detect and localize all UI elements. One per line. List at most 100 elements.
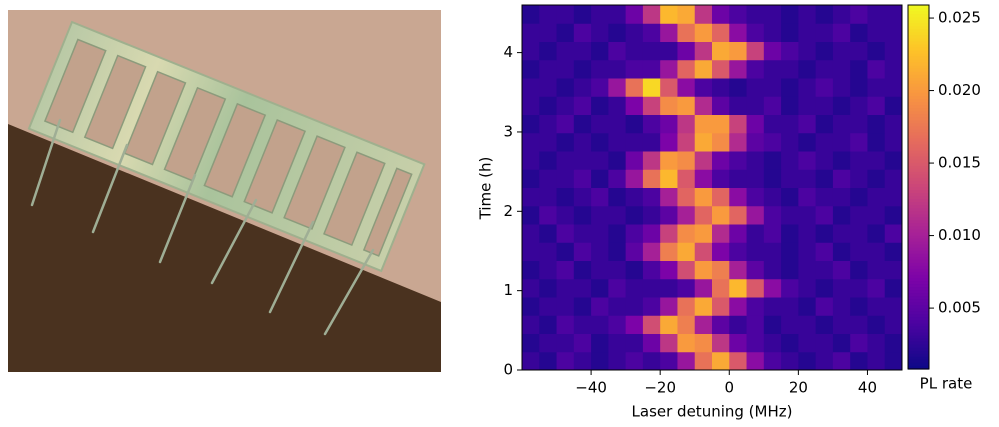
heatmap-cell (522, 169, 540, 188)
heatmap-cell (833, 242, 851, 261)
heatmap-cell (557, 115, 575, 134)
heatmap-cell (677, 297, 695, 316)
figure: Laser detuning (MHz) Time (h) PL rate −4… (0, 0, 999, 427)
heatmap-cell (798, 115, 816, 134)
heatmap-cell (695, 169, 713, 188)
heatmap-cell (608, 169, 626, 188)
heatmap-cell (867, 334, 885, 353)
heatmap-cell (591, 96, 609, 115)
heatmap-cell (626, 151, 644, 170)
heatmap-cell (522, 334, 540, 353)
heatmap-cell (833, 334, 851, 353)
heatmap-cell (712, 133, 730, 152)
heatmap-cell (729, 115, 747, 134)
heatmap-cell (712, 279, 730, 298)
heatmap-cell (867, 188, 885, 207)
heatmap-cell (660, 78, 678, 97)
colorbar-tick-label: 0.015 (938, 154, 981, 172)
heatmap-cell (816, 60, 834, 79)
heatmap-cell (747, 60, 765, 79)
heatmap-cell (626, 5, 644, 24)
heatmap-cell (816, 188, 834, 207)
heatmap-cell (867, 115, 885, 134)
heatmap-cell (850, 224, 868, 243)
heatmap-cell (557, 23, 575, 42)
heatmap-cell (591, 279, 609, 298)
heatmap-cell (798, 5, 816, 24)
heatmap-cell (764, 169, 782, 188)
heatmap-cell (608, 224, 626, 243)
heatmap-cell (608, 60, 626, 79)
heatmap-cell (867, 279, 885, 298)
heatmap-cell (695, 60, 713, 79)
heatmap-cell (643, 279, 661, 298)
heatmap-cell (712, 115, 730, 134)
heatmap-cell (729, 151, 747, 170)
heatmap-cell (798, 352, 816, 371)
heatmap-cell (816, 96, 834, 115)
heatmap-cell (695, 5, 713, 24)
heatmap-cell (677, 42, 695, 61)
heatmap-cell (626, 169, 644, 188)
heatmap-cell (591, 42, 609, 61)
heatmap-cell (591, 23, 609, 42)
y-tick-label: 3 (503, 122, 513, 140)
heatmap-cell (729, 133, 747, 152)
heatmap-cell (557, 261, 575, 280)
heatmap-cell (764, 206, 782, 225)
heatmap-cell (781, 23, 799, 42)
heatmap-cell (557, 352, 575, 371)
heatmap-cell (850, 23, 868, 42)
heatmap-cell (643, 261, 661, 280)
heatmap-cell (850, 188, 868, 207)
heatmap-cell (574, 315, 592, 334)
heatmap-cell (643, 297, 661, 316)
heatmap-cell (747, 334, 765, 353)
heatmap-cell (885, 96, 903, 115)
heatmap-cell (539, 169, 557, 188)
heatmap-cell (798, 188, 816, 207)
heatmap-cell (626, 261, 644, 280)
heatmap-cell (677, 315, 695, 334)
heatmap-cell (557, 42, 575, 61)
heatmap-cell (798, 315, 816, 334)
heatmap-cell (522, 133, 540, 152)
heatmap-cell (539, 60, 557, 79)
heatmap-cell (608, 78, 626, 97)
heatmap-cell (574, 352, 592, 371)
heatmap-cell (608, 133, 626, 152)
heatmap-cell (850, 206, 868, 225)
heatmap-cell (764, 78, 782, 97)
heatmap-cell (539, 96, 557, 115)
heatmap-cell (574, 5, 592, 24)
heatmap-cell (695, 242, 713, 261)
heatmap-cell (781, 133, 799, 152)
heatmap-cell (695, 261, 713, 280)
heatmap-cell (677, 206, 695, 225)
heatmap-cell (833, 96, 851, 115)
heatmap-cell (798, 60, 816, 79)
heatmap-cell (850, 279, 868, 298)
heatmap-cell (522, 315, 540, 334)
heatmap-cell (867, 23, 885, 42)
heatmap-cell (522, 23, 540, 42)
heatmap-cell (747, 5, 765, 24)
heatmap-cell (712, 42, 730, 61)
heatmap-cell (850, 261, 868, 280)
heatmap-cell (677, 5, 695, 24)
x-tick-label: 20 (789, 379, 808, 397)
heatmap-cell (816, 5, 834, 24)
heatmap-cell (885, 242, 903, 261)
heatmap-cell (643, 42, 661, 61)
heatmap-cell (522, 42, 540, 61)
heatmap-cell (626, 96, 644, 115)
heatmap-cell (608, 315, 626, 334)
heatmap-cell (712, 315, 730, 334)
heatmap-cell (608, 188, 626, 207)
heatmap-cell (764, 60, 782, 79)
heatmap-cell (626, 78, 644, 97)
heatmap-cell (747, 352, 765, 371)
heatmap-cell (747, 151, 765, 170)
heatmap-cell (660, 242, 678, 261)
heatmap-cell (850, 169, 868, 188)
